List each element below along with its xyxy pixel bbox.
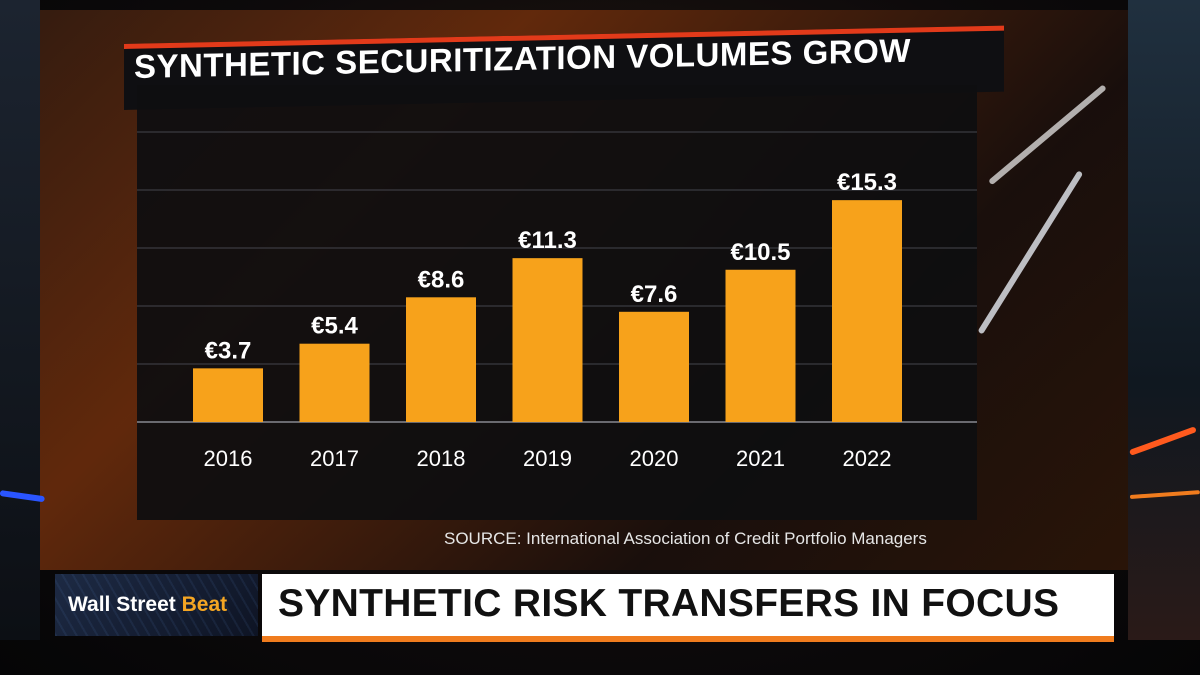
x-tick-label: 2016 (204, 446, 253, 471)
bar (512, 258, 583, 422)
show-brand-box (55, 574, 258, 636)
data-label: €11.3 (518, 227, 577, 254)
x-tick-label: 2017 (310, 446, 359, 471)
brand-name-part2: Beat (181, 593, 228, 616)
data-label: €15.3 (837, 169, 897, 196)
x-tick-label: 2020 (630, 446, 679, 471)
bar-chart: €3.7 2016 €5.4 2017 €8.6 2018 €11.3 2019 €7.6 202… (137, 131, 977, 471)
data-label: €3.7 (205, 337, 252, 364)
x-tick-label: 2022 (843, 446, 892, 471)
data-label: €10.5 (730, 239, 790, 266)
bar (832, 200, 902, 422)
bar (619, 311, 689, 422)
show-brand-logo: Wall Street Beat (68, 593, 227, 617)
data-label: €5.4 (311, 313, 358, 340)
x-tick-label: 2018 (417, 446, 466, 471)
x-tick-label: 2021 (736, 446, 785, 471)
bar (193, 368, 263, 422)
right-video-wall (1128, 0, 1200, 640)
chart-source: SOURCE: International Association of Cre… (444, 529, 927, 548)
headline-box (262, 574, 1114, 642)
x-tick-label: 2019 (523, 446, 572, 471)
left-video-wall (0, 0, 40, 640)
brand-name-part1: Wall Street (68, 593, 176, 616)
bar (725, 269, 796, 422)
data-label: €8.6 (418, 266, 465, 293)
headline-text: SYNTHETIC RISK TRANSFERS IN FOCUS (278, 582, 1060, 625)
bar (406, 297, 476, 422)
data-label: €7.6 (631, 281, 678, 308)
bar (299, 343, 370, 422)
